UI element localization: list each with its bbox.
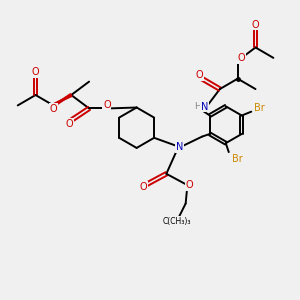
Text: O: O: [185, 180, 193, 190]
Text: H: H: [195, 101, 201, 110]
Text: O: O: [237, 53, 245, 63]
Text: O: O: [66, 119, 74, 129]
Text: O: O: [32, 67, 39, 77]
Text: O: O: [195, 70, 203, 80]
Text: O: O: [103, 100, 111, 110]
Polygon shape: [56, 94, 72, 103]
Text: O: O: [50, 104, 57, 114]
Text: N: N: [201, 102, 208, 112]
Text: Br: Br: [232, 154, 242, 164]
Text: N: N: [176, 142, 183, 152]
Text: O: O: [140, 182, 147, 192]
Text: O: O: [252, 20, 259, 30]
Text: Br: Br: [254, 103, 264, 113]
Polygon shape: [53, 95, 71, 107]
Text: C(CH₃)₃: C(CH₃)₃: [163, 217, 191, 226]
